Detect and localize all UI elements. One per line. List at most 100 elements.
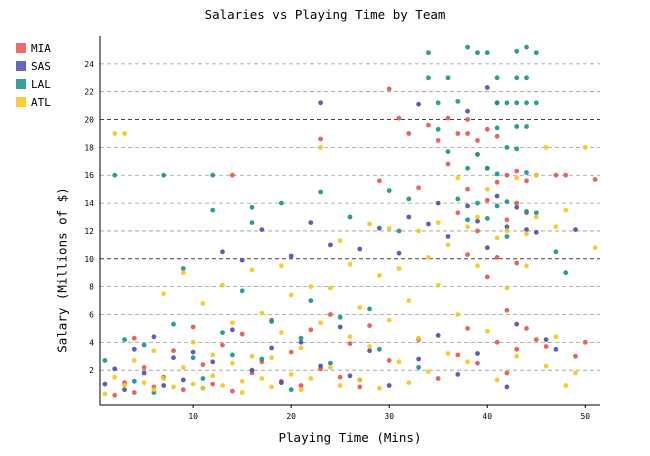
point-atl[interactable] <box>318 145 323 150</box>
point-atl[interactable] <box>328 285 333 291</box>
point-lal[interactable] <box>504 100 510 106</box>
point-sas[interactable] <box>151 334 157 340</box>
point-mia[interactable] <box>465 252 470 257</box>
point-mia[interactable] <box>455 131 461 136</box>
point-atl[interactable] <box>337 383 343 388</box>
point-atl[interactable] <box>239 390 245 395</box>
point-lal[interactable] <box>524 75 529 81</box>
point-mia[interactable] <box>475 138 480 143</box>
point-lal[interactable] <box>504 234 510 239</box>
point-mia[interactable] <box>504 217 510 223</box>
point-lal[interactable] <box>298 335 304 341</box>
point-sas[interactable] <box>102 381 108 387</box>
point-lal[interactable] <box>504 199 510 205</box>
point-lal[interactable] <box>435 100 441 106</box>
point-lal[interactable] <box>426 50 431 56</box>
point-sas[interactable] <box>396 250 402 256</box>
point-lal[interactable] <box>524 209 529 214</box>
point-lal[interactable] <box>533 100 539 106</box>
point-mia[interactable] <box>445 115 451 121</box>
point-atl[interactable] <box>484 186 490 192</box>
point-lal[interactable] <box>328 360 333 366</box>
point-atl[interactable] <box>161 376 167 381</box>
point-sas[interactable] <box>514 204 520 210</box>
point-atl[interactable] <box>180 365 186 370</box>
point-sas[interactable] <box>180 377 186 383</box>
point-sas[interactable] <box>141 370 147 376</box>
point-mia[interactable] <box>230 388 235 394</box>
point-atl[interactable] <box>416 335 421 341</box>
point-atl[interactable] <box>386 317 392 323</box>
point-sas[interactable] <box>230 327 235 333</box>
point-atl[interactable] <box>543 363 549 369</box>
point-mia[interactable] <box>131 390 137 395</box>
point-lal[interactable] <box>318 189 323 195</box>
point-atl[interactable] <box>347 334 353 340</box>
point-lal[interactable] <box>210 172 216 178</box>
point-mia[interactable] <box>484 126 490 132</box>
point-mia[interactable] <box>210 381 216 387</box>
point-sas[interactable] <box>347 373 353 379</box>
point-lal[interactable] <box>514 100 520 106</box>
point-lal[interactable] <box>337 314 343 320</box>
point-sas[interactable] <box>308 220 314 226</box>
point-lal[interactable] <box>524 100 529 106</box>
point-sas[interactable] <box>259 227 265 233</box>
point-atl[interactable] <box>465 224 470 230</box>
point-lal[interactable] <box>396 228 402 234</box>
point-lal[interactable] <box>210 207 216 213</box>
point-atl[interactable] <box>406 380 412 386</box>
point-sas[interactable] <box>573 227 578 233</box>
point-lal[interactable] <box>141 342 147 348</box>
point-sas[interactable] <box>475 351 480 356</box>
point-lal[interactable] <box>131 378 137 384</box>
point-sas[interactable] <box>386 383 392 388</box>
point-lal[interactable] <box>171 321 176 327</box>
point-mia[interactable] <box>318 136 323 142</box>
point-atl[interactable] <box>279 263 284 269</box>
point-atl[interactable] <box>445 242 451 248</box>
point-lal[interactable] <box>102 358 108 363</box>
point-atl[interactable] <box>445 351 451 356</box>
point-mia[interactable] <box>553 172 559 178</box>
point-mia[interactable] <box>200 362 206 367</box>
point-atl[interactable] <box>102 391 108 397</box>
point-atl[interactable] <box>279 330 284 335</box>
point-atl[interactable] <box>259 310 265 316</box>
point-sas[interactable] <box>171 355 176 361</box>
point-sas[interactable] <box>210 359 216 365</box>
point-lal[interactable] <box>435 126 441 132</box>
point-atl[interactable] <box>347 262 353 267</box>
point-atl[interactable] <box>200 385 206 391</box>
point-mia[interactable] <box>190 324 196 330</box>
point-atl[interactable] <box>171 384 176 390</box>
point-atl[interactable] <box>563 383 569 388</box>
point-mia[interactable] <box>386 358 392 363</box>
point-mia[interactable] <box>494 339 500 345</box>
point-lal[interactable] <box>524 124 529 129</box>
point-mia[interactable] <box>504 370 510 376</box>
point-sas[interactable] <box>298 339 304 345</box>
point-atl[interactable] <box>563 207 569 213</box>
point-atl[interactable] <box>386 225 392 231</box>
point-mia[interactable] <box>445 161 451 167</box>
point-lal[interactable] <box>279 200 284 206</box>
point-lal[interactable] <box>484 50 490 56</box>
point-mia[interactable] <box>308 327 314 333</box>
legend-item-mia[interactable]: MIA <box>16 39 51 57</box>
point-atl[interactable] <box>396 266 402 271</box>
point-atl[interactable] <box>308 376 314 381</box>
point-sas[interactable] <box>416 356 421 362</box>
point-mia[interactable] <box>112 392 118 398</box>
point-atl[interactable] <box>298 387 304 393</box>
point-atl[interactable] <box>249 353 255 359</box>
point-mia[interactable] <box>435 376 441 381</box>
point-atl[interactable] <box>484 328 490 334</box>
point-atl[interactable] <box>151 387 157 393</box>
point-atl[interactable] <box>190 381 196 387</box>
point-mia[interactable] <box>533 337 539 342</box>
point-lal[interactable] <box>494 171 500 177</box>
point-lal[interactable] <box>465 44 470 50</box>
point-atl[interactable] <box>533 214 539 220</box>
point-lal[interactable] <box>259 356 265 362</box>
